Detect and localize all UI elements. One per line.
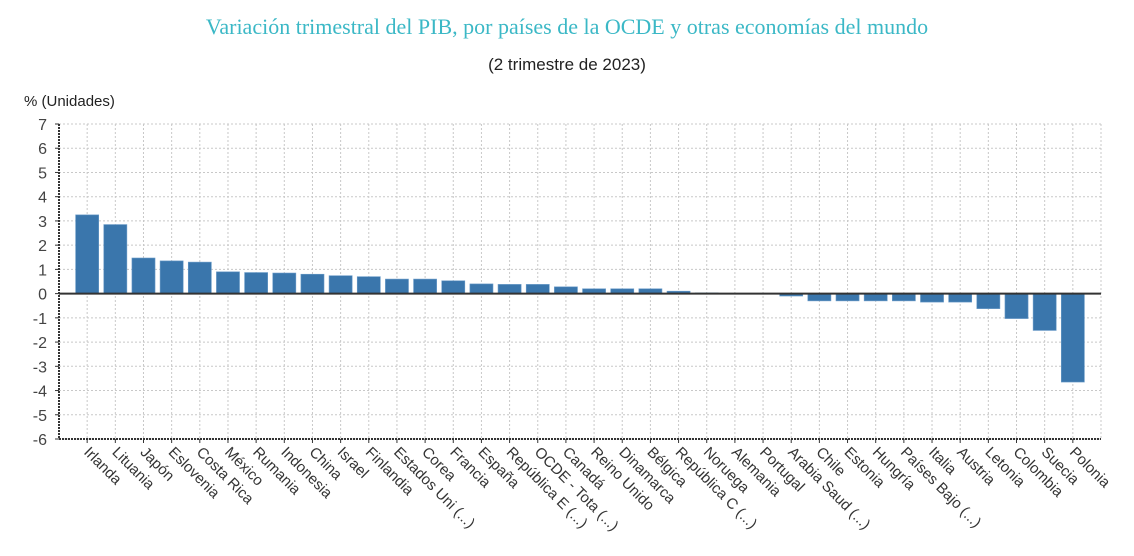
bar: [75, 214, 100, 294]
y-tick-label: -2: [33, 335, 47, 352]
bar: [554, 286, 578, 294]
bar: [920, 293, 944, 303]
y-tick-label: -6: [33, 432, 47, 449]
bar: [976, 293, 1001, 309]
bar: [272, 272, 297, 294]
y-tick-label: 5: [38, 165, 47, 182]
chart-title: Variación trimestral del PIB, por países…: [205, 14, 929, 39]
y-tick-label: -1: [33, 311, 47, 328]
y-tick-labels: 7 6 5 4 3 2 1 0 -1 -2 -3 -4 -5 -6: [33, 117, 47, 449]
bar: [131, 257, 156, 294]
bar: [356, 276, 381, 294]
bar: [1004, 293, 1029, 319]
bar: [1032, 293, 1057, 331]
bar: [863, 293, 888, 302]
bar: [187, 261, 212, 294]
bar: [413, 278, 437, 294]
bar: [892, 293, 916, 302]
y-tick-label: 3: [38, 214, 47, 231]
bar: [1060, 293, 1085, 383]
y-tick-label: -3: [33, 359, 47, 376]
bar: [103, 224, 128, 294]
y-tick-label: 1: [38, 262, 47, 279]
bar: [469, 283, 494, 294]
y-tick-label: 2: [38, 238, 47, 255]
bar: [525, 284, 550, 294]
y-tick-label: -5: [33, 408, 47, 425]
y-axis-label: % (Unidades): [24, 93, 115, 110]
bar: [835, 293, 860, 302]
bar: [948, 293, 973, 303]
bar: [441, 280, 466, 294]
bar: [159, 260, 184, 294]
y-tick-label: 0: [38, 287, 47, 304]
grid: [59, 123, 1102, 440]
bar: [300, 273, 325, 294]
axes: [55, 123, 1101, 443]
y-tick-label: 4: [38, 190, 47, 207]
chart-subtitle: (2 trimestre de 2023): [488, 55, 646, 74]
bar: [328, 275, 353, 294]
bar: [385, 278, 409, 294]
bar: [244, 272, 268, 294]
y-tick-label: 7: [38, 117, 47, 134]
bar: [497, 284, 522, 294]
y-tick-label: -4: [33, 384, 47, 401]
bars: [75, 214, 1085, 383]
y-tick-label: 6: [38, 141, 47, 158]
bar: [807, 293, 832, 302]
bar: [216, 271, 240, 294]
